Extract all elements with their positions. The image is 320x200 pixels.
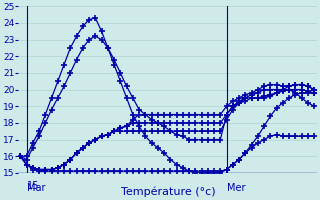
X-axis label: Température (°c): Température (°c) bbox=[121, 187, 215, 197]
Text: 15: 15 bbox=[27, 181, 39, 191]
Text: Mar: Mar bbox=[27, 183, 45, 193]
Text: Mer: Mer bbox=[227, 183, 245, 193]
